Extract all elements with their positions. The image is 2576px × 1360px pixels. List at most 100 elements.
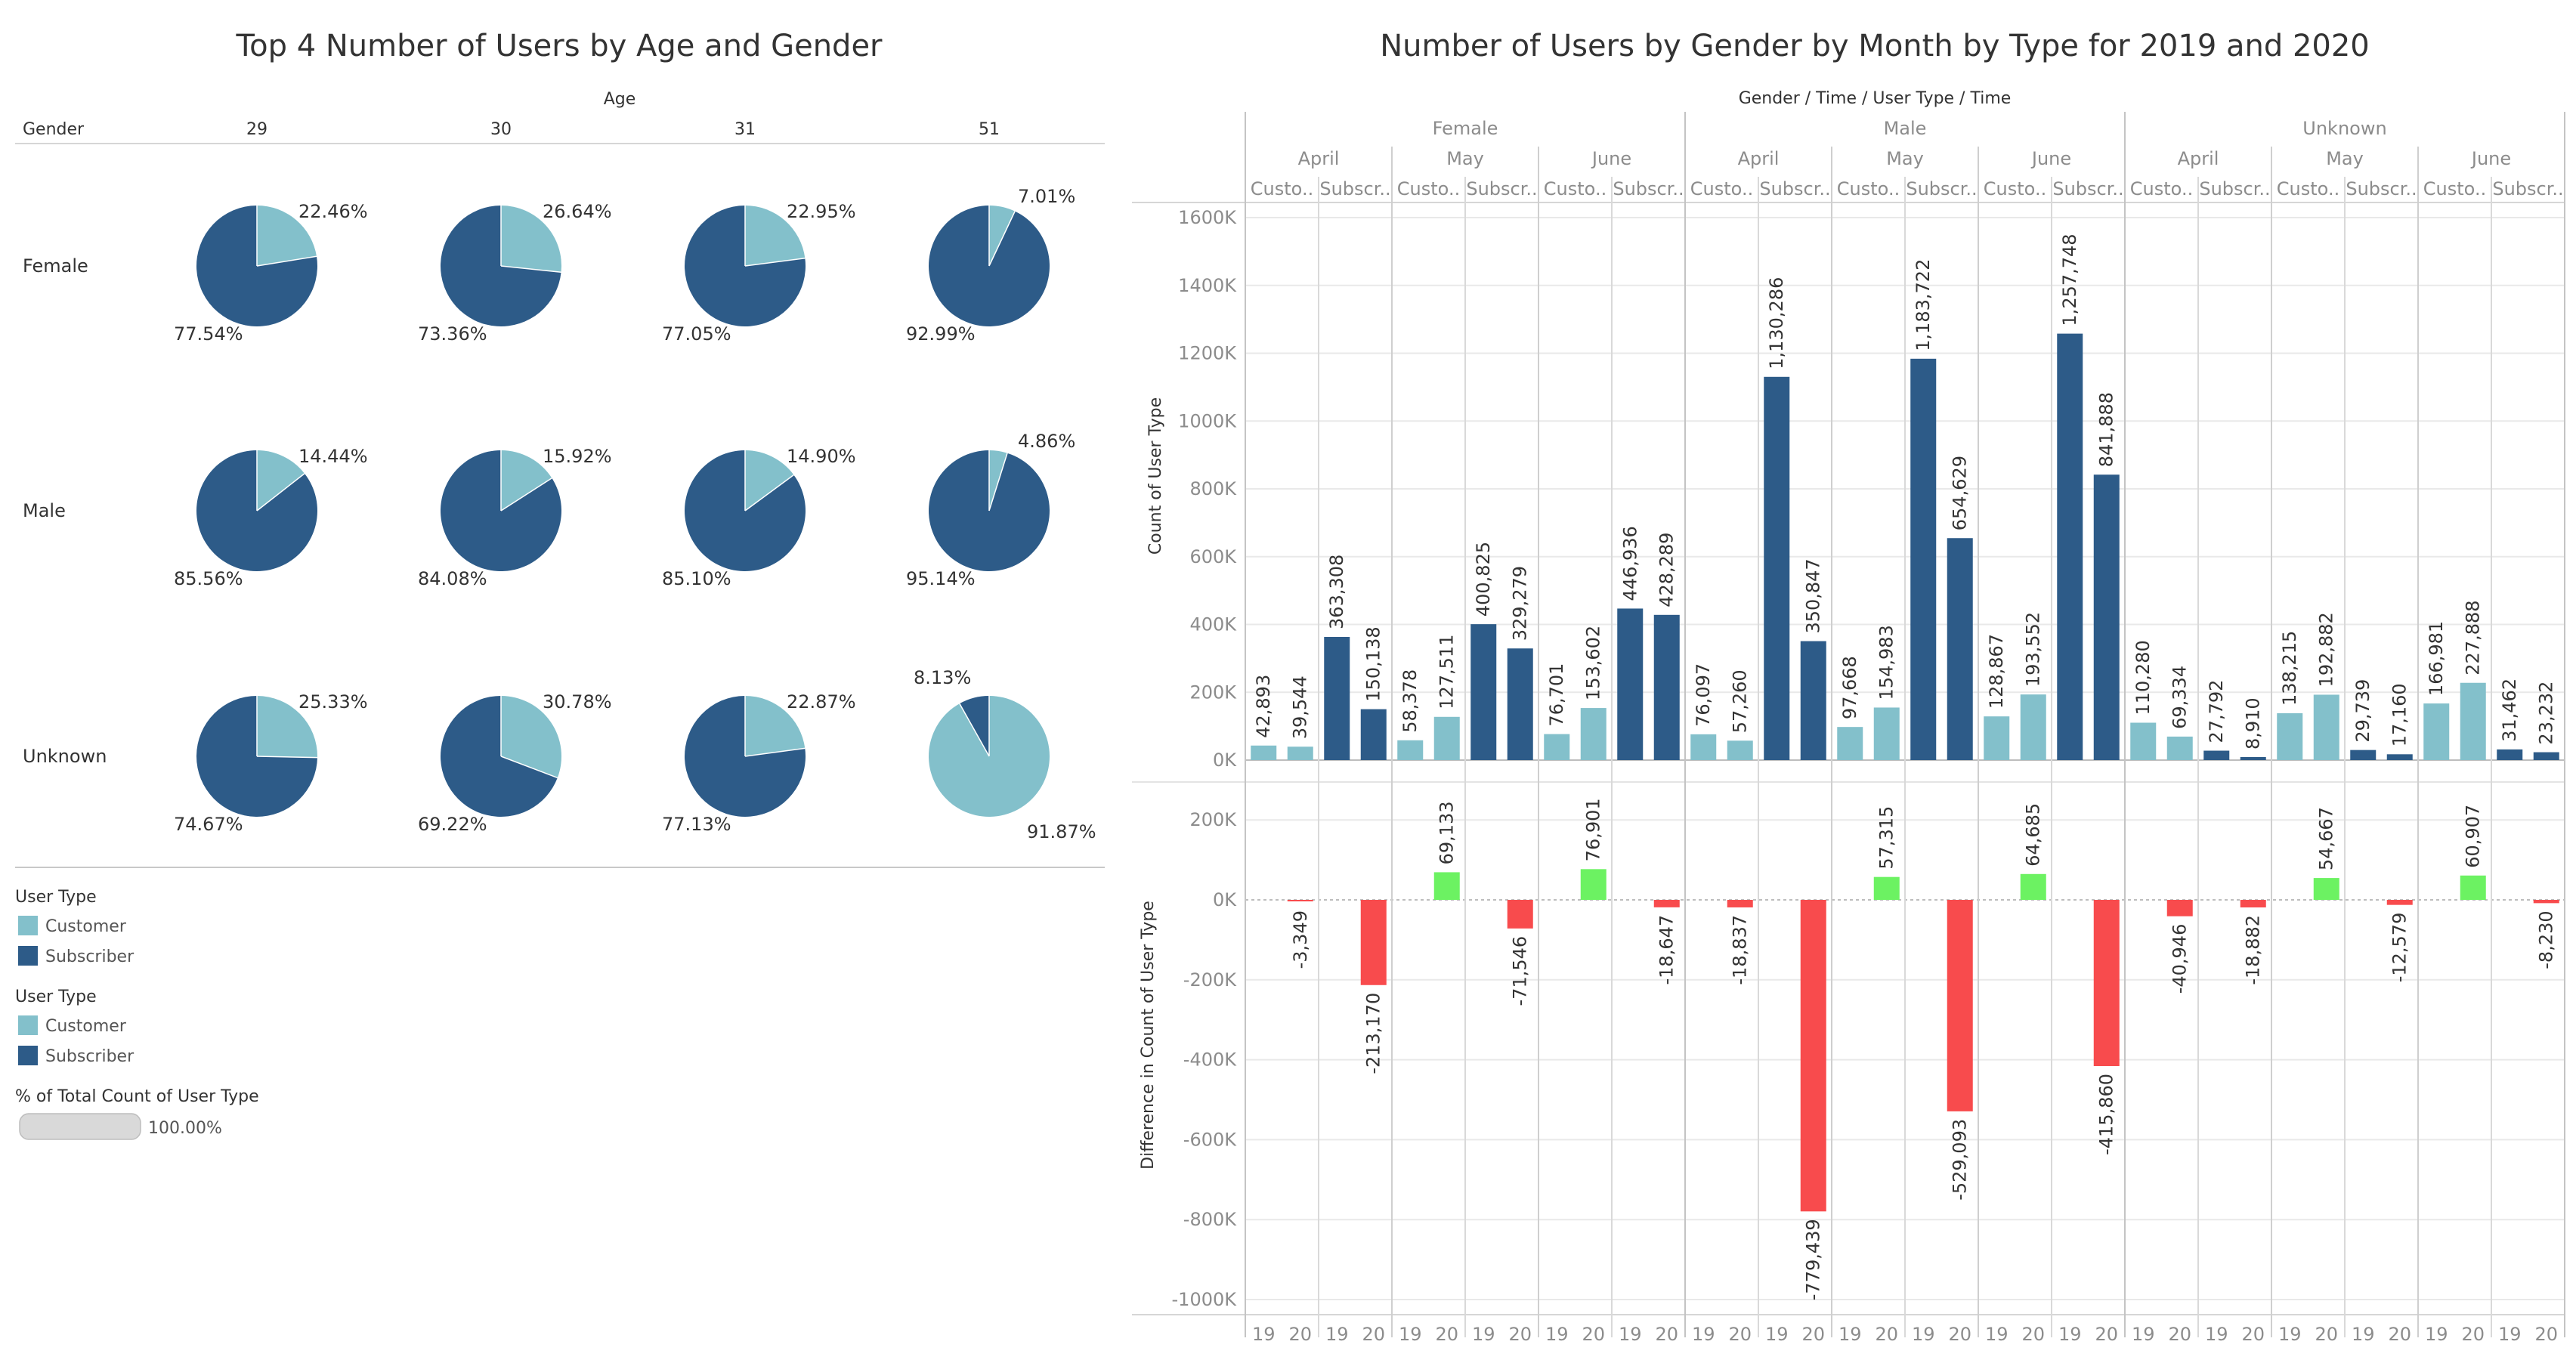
legend-swatch-subscriber — [18, 946, 38, 966]
bar-count-label: 69,334 — [2169, 666, 2191, 729]
legend-title-percent: % of Total Count of User Type — [15, 1087, 259, 1106]
year-label: 19 — [2352, 1324, 2375, 1345]
bar-count — [1507, 648, 1533, 760]
year-label: 20 — [1655, 1324, 1678, 1345]
bar-difference — [1947, 900, 1973, 1111]
pie-label-customer: 30.78% — [543, 691, 612, 712]
bar-count-label: 110,280 — [2132, 640, 2154, 715]
pie-male-29: 14.44% 85.56% — [174, 446, 368, 589]
bar-count-label: 166,981 — [2426, 621, 2447, 696]
top-y-tick: 400K — [1189, 614, 1237, 635]
year-label: 20 — [2021, 1324, 2045, 1345]
year-label: 19 — [1765, 1324, 1789, 1345]
bar-difference — [2020, 873, 2046, 900]
bar-count — [1544, 734, 1570, 760]
legend-label-customer-2: Customer — [45, 1017, 127, 1036]
year-label: 19 — [1252, 1324, 1276, 1345]
bar-difference — [1800, 900, 1826, 1212]
pie-slice-customer — [989, 206, 1016, 266]
pie-female-29: 22.46% 77.54% — [174, 201, 368, 345]
bar-count-label: 23,232 — [2536, 682, 2557, 745]
bar-count — [1324, 636, 1350, 760]
bar-difference-label: -12,579 — [2389, 913, 2411, 983]
top-bars: 42,893 39,544 363,308 150,138 58,378 127,511 4… — [1251, 233, 2559, 760]
year-label: 20 — [1875, 1324, 1898, 1345]
bar-count-label: 153,602 — [1583, 626, 1604, 700]
bar-count — [2460, 682, 2486, 760]
difference-bars: -3,349 -213,170 69,133 -71,546 76,901 -18,647… — [1287, 798, 2559, 1300]
bar-count-label: 1,183,722 — [1913, 259, 1934, 351]
bar-difference-label: 76,901 — [1583, 798, 1604, 861]
bar-difference-label: -18,837 — [1730, 915, 1751, 985]
bar-count — [1580, 708, 1607, 760]
year-label: 19 — [2058, 1324, 2082, 1345]
pie-label-subscriber: 74.67% — [174, 814, 243, 835]
gender-row-male: Male — [23, 500, 66, 521]
bar-difference-label: -213,170 — [1363, 993, 1384, 1074]
bar-difference-label: -529,093 — [1950, 1119, 1971, 1201]
year-label: 19 — [2132, 1324, 2155, 1345]
bar-count-label: 446,936 — [1619, 526, 1641, 601]
bar-count — [1837, 727, 1863, 760]
pie-slice-customer — [745, 450, 794, 511]
bar-count — [2423, 703, 2450, 760]
pie-slice-subscriber — [959, 696, 989, 756]
bar-count-label: 400,825 — [1473, 542, 1494, 617]
type-header: Custo.. — [1544, 178, 1607, 199]
bar-difference — [1433, 872, 1460, 900]
pie-female-51: 7.01% 92.99% — [906, 186, 1075, 345]
pie-label-customer: 14.90% — [787, 446, 856, 467]
type-header: Subscr.. — [2492, 178, 2563, 199]
age-col-51: 51 — [979, 120, 1000, 139]
bar-difference — [1580, 869, 1607, 900]
pie-panel: Top 4 Number of Users by Age and Gender … — [0, 0, 1118, 1357]
pie-unknown-29: 25.33% 74.67% — [174, 691, 368, 835]
bar-count-label: 654,629 — [1950, 456, 1971, 530]
bar-count — [1947, 538, 1973, 760]
gender-row-female: Female — [23, 255, 88, 277]
bar-panel: Number of Users by Gender by Month by Ty… — [1118, 0, 2576, 1357]
pie-label-customer: 91.87% — [1027, 821, 1096, 842]
bar-count — [1727, 740, 1753, 760]
bar-count-label: 428,289 — [1656, 533, 1678, 607]
month-header-june: June — [1591, 148, 1631, 169]
legend-swatch-customer — [18, 916, 38, 935]
top-axis-title: Count of User Type — [1146, 397, 1165, 555]
bar-count — [1397, 740, 1424, 760]
pie-separator — [744, 257, 806, 267]
age-col-31: 31 — [734, 120, 756, 139]
legend-size-swatch — [19, 1113, 141, 1140]
bar-count — [2093, 474, 2120, 760]
column-dividers — [1245, 112, 2565, 1337]
pie-label-customer: 14.44% — [298, 446, 368, 467]
type-header: Subscr.. — [2052, 178, 2123, 199]
pie-label-customer: 15.92% — [543, 446, 612, 467]
bar-count-label: 42,893 — [1253, 675, 1274, 738]
bar-count — [1251, 745, 1277, 760]
bottom-axis-title: Difference in Count of User Type — [1139, 901, 1158, 1170]
legend-title-user-type: User Type — [15, 888, 97, 907]
pie-label-subscriber: 85.56% — [174, 568, 243, 589]
year-label: 20 — [1288, 1324, 1312, 1345]
year-label: 19 — [1912, 1324, 1935, 1345]
bar-count-label: 57,260 — [1730, 669, 1751, 733]
legend-title-user-type-2: User Type — [15, 988, 97, 1006]
pie-separator — [500, 265, 561, 273]
year-label: 19 — [2278, 1324, 2302, 1345]
month-header-may: May — [1446, 148, 1484, 169]
bar-difference — [2313, 878, 2339, 900]
bottom-y-tick: -1000K — [1172, 1289, 1238, 1310]
year-label: 19 — [1325, 1324, 1349, 1345]
bar-count — [2313, 694, 2339, 760]
bar-count-label: 8,910 — [2243, 697, 2264, 750]
bar-count-label: 97,668 — [1839, 656, 1860, 719]
bar-difference — [1360, 900, 1387, 985]
bar-difference-label: -40,946 — [2169, 924, 2191, 994]
bar-difference — [2240, 900, 2266, 907]
month-header-june: June — [2470, 148, 2511, 169]
type-header: Subscr.. — [1906, 178, 1977, 199]
bar-difference-label: -3,349 — [1290, 910, 1311, 969]
pie-male-31: 14.90% 85.10% — [662, 446, 856, 589]
bar-count — [1287, 746, 1313, 760]
bar-count-label: 138,215 — [2279, 631, 2300, 706]
